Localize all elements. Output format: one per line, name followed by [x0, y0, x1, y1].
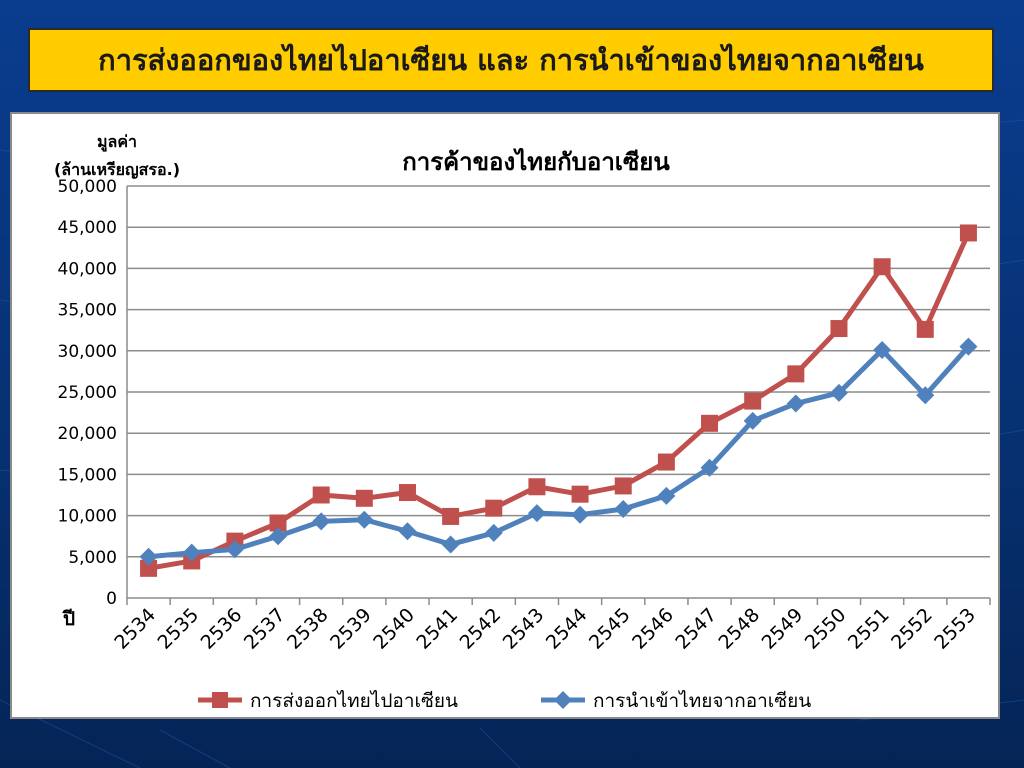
y-axis-label-line1: มูลค่า — [97, 132, 137, 153]
y-tick-label: 50,000 — [58, 177, 117, 197]
x-tick-label: 2545 — [585, 604, 635, 654]
import-data-point — [614, 500, 633, 519]
import-data-point — [873, 340, 892, 359]
export-data-point — [571, 485, 589, 503]
slide-title: การส่งออกของไทยไปอาเซียน และ การนำเข้าขอ… — [98, 43, 924, 77]
import-data-point — [657, 486, 676, 505]
x-tick-label: 2538 — [283, 604, 333, 654]
x-tick-label: 2546 — [628, 604, 678, 654]
export-data-point — [787, 365, 805, 383]
x-tick-label: 2541 — [412, 604, 462, 654]
export-data-point — [442, 507, 460, 525]
export-data-point — [355, 489, 373, 507]
y-tick-label: 25,000 — [58, 383, 117, 403]
x-tick-label: 2549 — [758, 604, 808, 654]
legend-export-marker — [212, 692, 228, 708]
series-layer — [139, 224, 978, 577]
x-axis-label: ปี — [62, 608, 75, 630]
y-tick-label: 45,000 — [58, 218, 117, 238]
axis-layer: 0 5,000 10,000 15,000 20,000 25,000 30,000 35,0… — [58, 177, 991, 654]
export-data-point — [312, 486, 330, 504]
y-tick-label: 0 — [106, 589, 117, 609]
slide-title-bar: การส่งออกของไทยไปอาเซียน และ การนำเข้าขอ… — [28, 28, 994, 92]
export-data-point — [959, 224, 977, 242]
x-tick-label: 2544 — [542, 604, 592, 654]
import-data-point — [916, 386, 935, 405]
x-tick-label: 2543 — [499, 604, 549, 654]
x-tick-label: 2548 — [714, 604, 764, 654]
x-tick-label: 2540 — [369, 604, 419, 654]
import-data-point — [786, 394, 805, 413]
legend-import-marker — [554, 691, 572, 709]
x-tick-label: 2550 — [801, 604, 851, 654]
import-data-point — [139, 547, 158, 566]
x-tick-label: 2539 — [326, 604, 376, 654]
x-tick-label: 2536 — [197, 604, 247, 654]
x-tick-label: 2534 — [110, 604, 160, 654]
legend-import-label: การนำเข้าไทยจากอาเซียน — [593, 690, 811, 712]
y-tick-label: 15,000 — [58, 465, 117, 485]
y-tick-label: 10,000 — [58, 507, 117, 527]
export-data-point — [657, 453, 675, 471]
import-data-point — [441, 535, 460, 554]
import-data-point — [312, 512, 331, 531]
import-data-point — [571, 505, 590, 524]
y-tick-label: 5,000 — [68, 548, 117, 568]
export-data-point — [701, 414, 719, 432]
y-tick-label: 30,000 — [58, 342, 117, 362]
y-tick-label: 40,000 — [58, 259, 117, 279]
import-data-point — [959, 337, 978, 356]
x-tick-label: 2551 — [844, 604, 894, 654]
chart-panel: การค้าของไทยกับอาเซียน มูลค่า (ล้านเหรีย… — [10, 112, 1000, 719]
y-tick-label: 35,000 — [58, 301, 117, 321]
import-data-point — [527, 504, 546, 523]
import-data-point — [829, 383, 848, 402]
import-data-point — [743, 411, 762, 430]
legend: การส่งออกไทยไปอาเซียน การนำเข้าไทยจากอาเซ… — [198, 690, 811, 712]
import-data-point — [182, 543, 201, 562]
export-data-point — [398, 484, 416, 502]
export-data-point — [830, 320, 848, 338]
x-tick-label: 2552 — [887, 604, 937, 654]
export-data-point — [916, 320, 934, 338]
import-data-point — [700, 458, 719, 477]
chart-title: การค้าของไทยกับอาเซียน — [402, 147, 670, 176]
export-data-point — [528, 478, 546, 496]
x-tick-label: 2542 — [456, 604, 506, 654]
import-data-point — [269, 527, 288, 546]
x-tick-label: 2547 — [671, 604, 721, 654]
x-tick-label: 2535 — [154, 604, 204, 654]
import-data-point — [225, 540, 244, 559]
export-data-point — [614, 477, 632, 495]
x-tick-label: 2553 — [930, 604, 980, 654]
line-chart: การค้าของไทยกับอาเซียน มูลค่า (ล้านเหรีย… — [54, 132, 991, 712]
import-data-point — [484, 523, 503, 542]
export-data-point — [744, 392, 762, 410]
x-tick-label: 2537 — [240, 604, 290, 654]
export-data-point — [873, 258, 891, 276]
import-data-point — [355, 510, 374, 529]
y-axis-label-line2: (ล้านเหรียญสรอ.) — [54, 160, 180, 180]
import-data-point — [398, 522, 417, 541]
legend-export-label: การส่งออกไทยไปอาเซียน — [250, 690, 458, 712]
export-data-point — [485, 499, 503, 517]
y-tick-label: 20,000 — [58, 424, 117, 444]
